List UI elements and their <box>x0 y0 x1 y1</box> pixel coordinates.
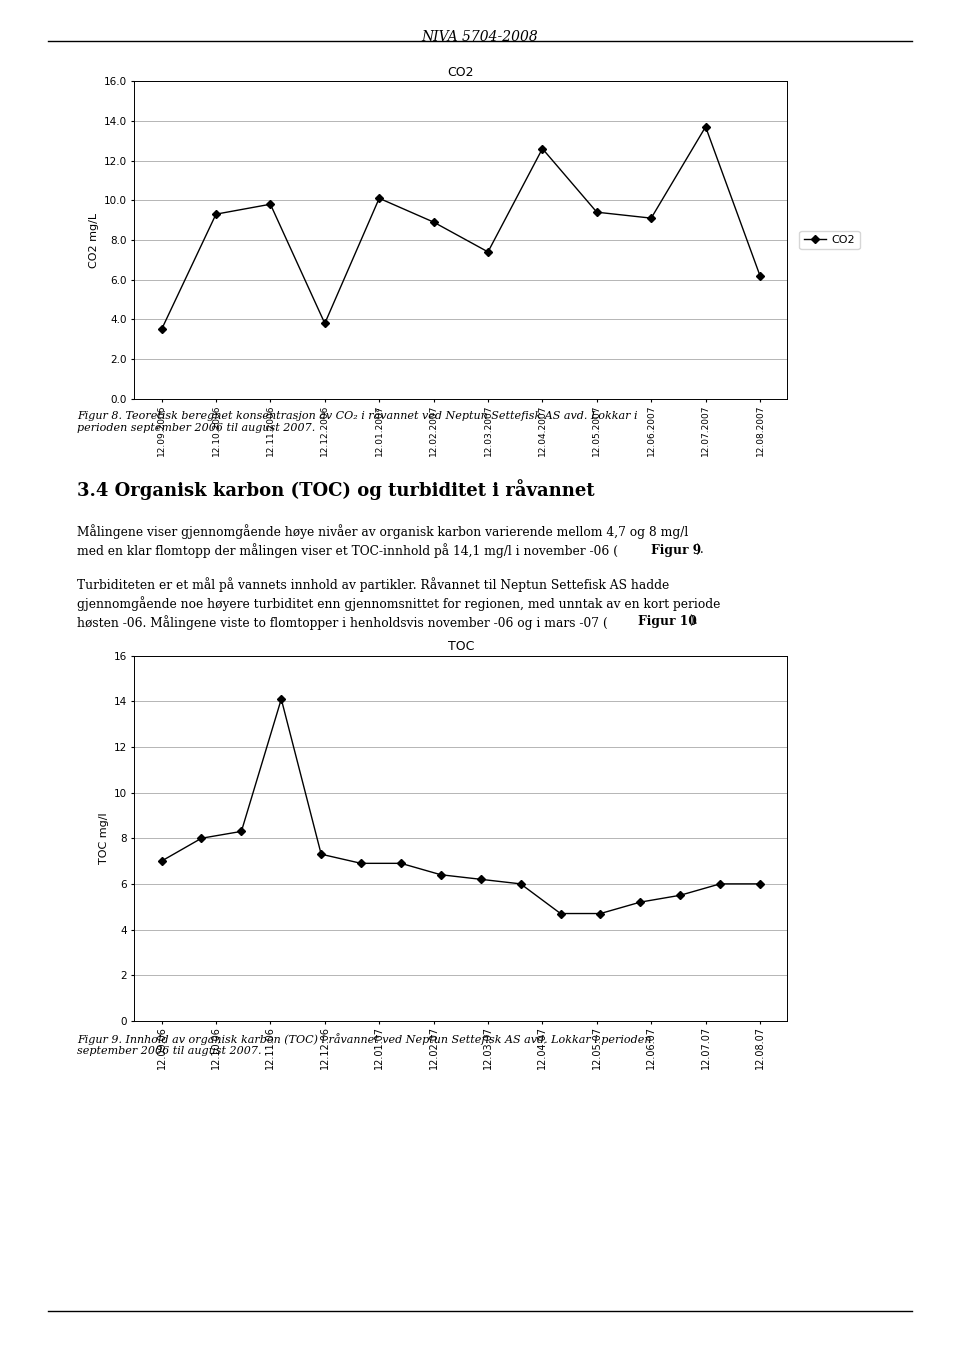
Text: NIVA 5704-2008: NIVA 5704-2008 <box>421 30 539 43</box>
Text: 3.4 Organisk karbon (TOC) og turbiditet i råvannet: 3.4 Organisk karbon (TOC) og turbiditet … <box>77 479 594 499</box>
Text: Figur 9: Figur 9 <box>651 544 701 557</box>
Text: Målingene viser gjennomgående høye nivåer av organisk karbon varierende mellom 4: Målingene viser gjennomgående høye nivåe… <box>77 525 688 539</box>
Text: ).: ). <box>695 544 704 557</box>
Text: gjennomgående noe høyere turbiditet enn gjennomsnittet for regionen, med unntak : gjennomgående noe høyere turbiditet enn … <box>77 596 720 611</box>
Text: Figur 9. Innhold av organisk karbon (TOC) i råvannet ved Neptun Settefisk AS avd: Figur 9. Innhold av organisk karbon (TOC… <box>77 1033 651 1056</box>
Legend: CO2: CO2 <box>800 231 859 249</box>
Y-axis label: CO2 mg/L: CO2 mg/L <box>89 212 100 268</box>
Text: høsten -06. Målingene viste to flomtopper i henholdsvis november -06 og i mars -: høsten -06. Målingene viste to flomtoppe… <box>77 615 608 630</box>
Title: CO2: CO2 <box>447 65 474 78</box>
Text: Turbiditeten er et mål på vannets innhold av partikler. Råvannet til Neptun Sett: Turbiditeten er et mål på vannets innhol… <box>77 577 669 592</box>
Text: med en klar flomtopp der målingen viser et TOC-innhold på 14,1 mg/l i november -: med en klar flomtopp der målingen viser … <box>77 544 618 558</box>
Text: ).: ). <box>689 615 698 629</box>
Y-axis label: TOC mg/l: TOC mg/l <box>99 813 109 864</box>
Text: Figur 10: Figur 10 <box>638 615 697 629</box>
Text: Figur 8. Teoretisk beregnet konsentrasjon av CO₂ i råvannet ved Neptun Settefisk: Figur 8. Teoretisk beregnet konsentrasjo… <box>77 410 637 433</box>
Title: TOC: TOC <box>447 639 474 653</box>
